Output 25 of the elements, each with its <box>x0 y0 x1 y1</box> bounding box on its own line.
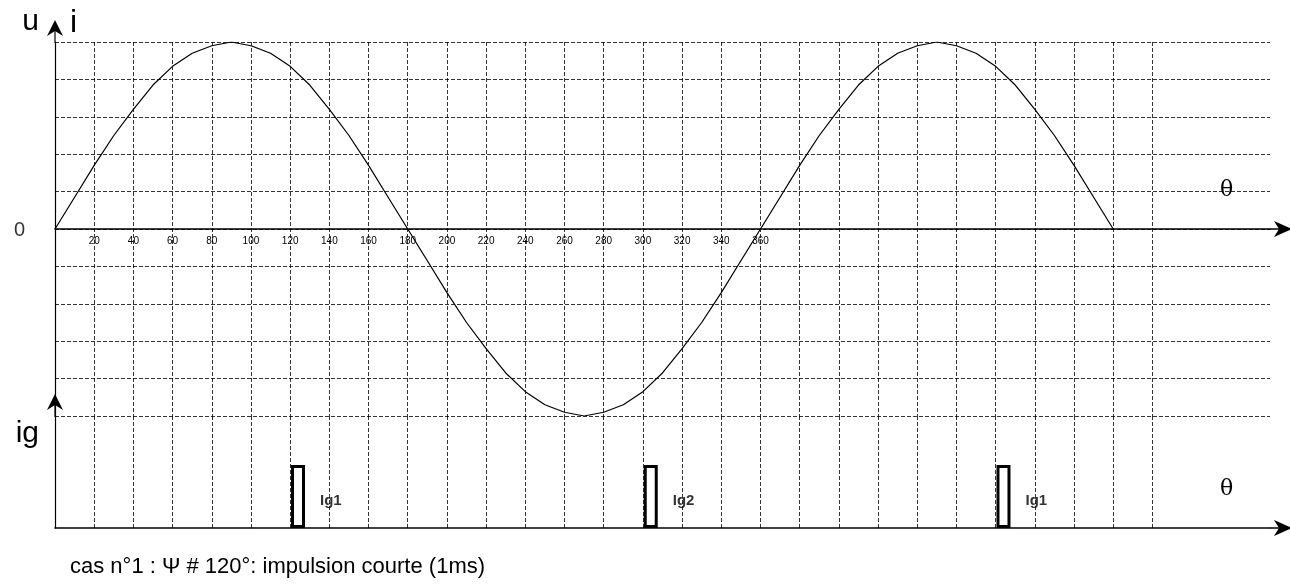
x-tick-label: 240 <box>516 234 535 246</box>
x-tick-label: 300 <box>634 234 652 246</box>
text: i <box>70 3 78 39</box>
x-tick-label: 340 <box>712 234 731 246</box>
annotation: Ig2 <box>672 491 695 509</box>
x-tick-label: 80 <box>206 234 218 246</box>
x-tick-label: 320 <box>673 234 691 246</box>
x-tick-label: 160 <box>360 234 378 246</box>
x-tick-label: 220 <box>477 234 495 246</box>
x-tick-label: 40 <box>127 234 140 246</box>
x-tick-label: 20 <box>88 234 101 246</box>
x-tick-label: 100 <box>242 234 260 246</box>
x-tick-label: 60 <box>167 234 179 246</box>
x-tick-label: 200 <box>438 234 456 246</box>
annotation: Ig1 <box>320 491 342 509</box>
annotation: 0 <box>13 218 25 240</box>
x-tick-label: 260 <box>556 234 574 246</box>
y-axis-title: u <box>22 2 39 36</box>
x-tick-label: 280 <box>595 234 613 246</box>
x-tick-label: 140 <box>321 234 339 246</box>
y-axis-title: ig <box>15 414 39 448</box>
x-tick-label: 120 <box>281 234 299 246</box>
annotation: Ig1 <box>1025 491 1048 509</box>
text: cas n°1 : Ψ # 120°: impulsion courte (1ms) <box>70 552 486 578</box>
x-axis-title: θ <box>1220 474 1234 500</box>
